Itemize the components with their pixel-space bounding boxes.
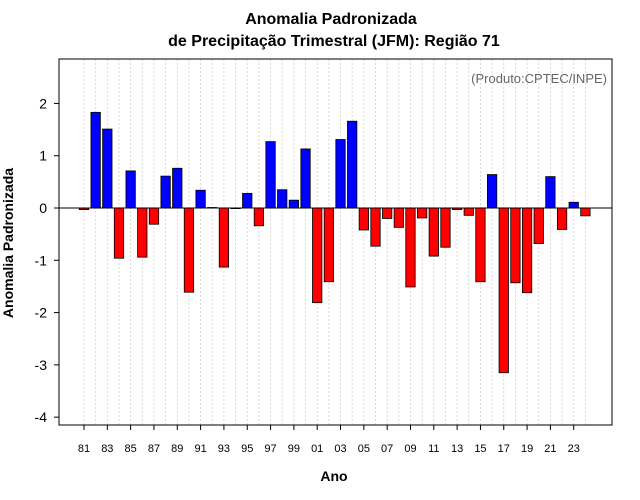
y-axis-label: Anomalia Padronizada — [0, 168, 16, 318]
x-tick-label: 83 — [101, 443, 113, 455]
bar-2001 — [312, 207, 323, 304]
bar-2000 — [300, 148, 311, 209]
y-tick-label: 0 — [39, 200, 47, 216]
bar-2024 — [580, 207, 591, 217]
bar-1999 — [288, 199, 299, 209]
x-tick-label: 81 — [78, 443, 90, 455]
source-annotation: (Produto:CPTEC/INPE) — [471, 71, 607, 86]
bar-2014 — [463, 207, 474, 216]
x-tick-label: 19 — [521, 443, 533, 455]
x-tick-label: 07 — [381, 443, 393, 455]
x-tick-label: 17 — [498, 443, 510, 455]
bar-1986 — [137, 207, 148, 258]
bar-1987 — [148, 207, 160, 225]
x-axis-ticks: 81 83 85 87 89 91 93 95 97 99 01 03 05 07 09 11 13 15 17 19… — [78, 425, 580, 455]
x-tick-label: 99 — [288, 443, 300, 455]
x-tick-label: 21 — [544, 443, 556, 455]
y-tick-label: -4 — [35, 409, 48, 425]
bar-2021 — [545, 176, 556, 209]
x-tick-label: 97 — [264, 443, 276, 455]
bar-2005 — [358, 207, 369, 231]
bar-2016 — [486, 174, 498, 209]
x-tick-label: 85 — [125, 443, 137, 455]
x-tick-label: 87 — [148, 443, 160, 455]
x-tick-label: 01 — [311, 443, 323, 455]
x-tick-label: 13 — [451, 443, 463, 455]
bar-1982 — [90, 111, 101, 209]
bar-1998 — [277, 189, 288, 209]
chart-subtitle: de Precipitação Trimestral (JFM): Região… — [168, 33, 500, 50]
bar-2007 — [382, 207, 393, 219]
y-axis-ticks: -4 -3 -2 -1 0 1 2 — [35, 95, 59, 425]
bar-2015 — [475, 207, 486, 283]
x-tick-label: 23 — [568, 443, 580, 455]
plot-frame — [58, 58, 613, 426]
x-axis-label: Ano — [320, 468, 347, 484]
bar-1985 — [125, 170, 136, 209]
x-tick-label: 03 — [334, 443, 346, 455]
bar-2004 — [347, 120, 358, 209]
x-tick-label: 09 — [404, 443, 416, 455]
bar-2012 — [440, 207, 451, 248]
chart-title: Anomalia Padronizada — [245, 11, 417, 28]
bar-1996 — [253, 207, 264, 227]
x-tick-label: 05 — [358, 443, 370, 455]
x-tick-label: 91 — [194, 443, 206, 455]
bar-2020 — [533, 207, 544, 244]
bar-2022 — [556, 207, 568, 230]
y-tick-label: -1 — [35, 252, 48, 268]
y-tick-label: 2 — [39, 95, 47, 111]
bar-2023 — [568, 201, 579, 209]
x-tick-label: 93 — [218, 443, 230, 455]
bars — [78, 111, 591, 374]
x-tick-label: 11 — [428, 443, 439, 455]
bar-1983 — [102, 128, 113, 209]
bar-2008 — [393, 207, 404, 228]
bar-1995 — [242, 192, 253, 209]
bar-2010 — [417, 207, 428, 219]
x-tick-label: 15 — [474, 443, 486, 455]
bar-1993 — [218, 207, 230, 268]
y-tick-label: -3 — [35, 357, 48, 373]
bar-1989 — [172, 167, 183, 209]
y-tick-label: -2 — [35, 305, 48, 321]
bar-1990 — [183, 207, 195, 293]
x-tick-label: 95 — [241, 443, 253, 455]
bar-1997 — [265, 141, 276, 209]
bar-2003 — [335, 139, 346, 209]
grid — [83, 59, 586, 425]
bar-2017 — [498, 207, 509, 374]
bar-2018 — [510, 207, 521, 284]
x-tick-label: 89 — [171, 443, 183, 455]
bar-2009 — [405, 207, 416, 288]
bar-1991 — [195, 189, 206, 209]
y-tick-label: 1 — [39, 148, 47, 164]
bar-2002 — [323, 207, 334, 283]
bar-1984 — [113, 207, 125, 259]
bar-2011 — [428, 207, 439, 257]
bar-1988 — [160, 175, 171, 209]
bar-2019 — [521, 207, 533, 294]
bar-2006 — [370, 207, 381, 247]
